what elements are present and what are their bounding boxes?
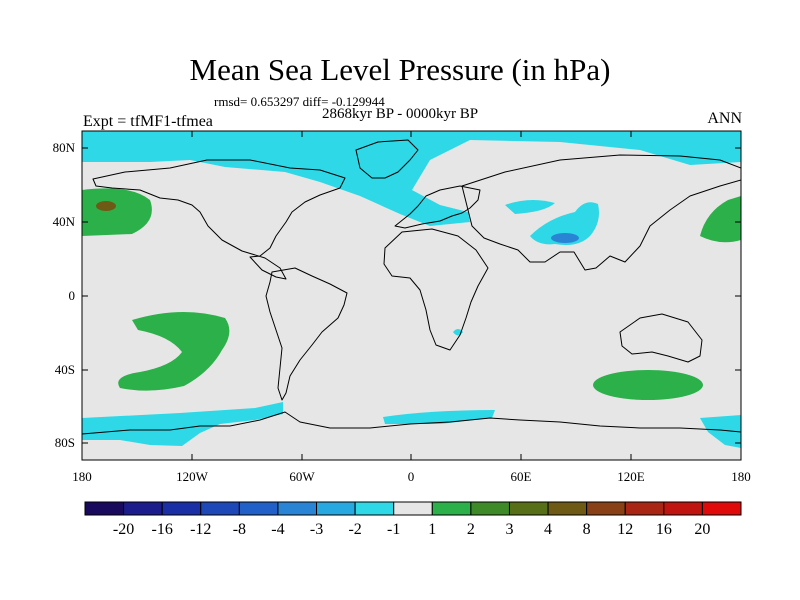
- colorbar-label: -8: [233, 521, 246, 538]
- greenland-outline: [355, 139, 419, 179]
- colorbar-label: 16: [656, 521, 672, 538]
- southern-pacific-low-region: [82, 402, 283, 446]
- colorbar-box: [701, 501, 742, 516]
- lon-tick-labels: 180 120W 60W 0 60E 120E 180: [72, 469, 751, 484]
- colorbar-label: 12: [617, 521, 633, 538]
- colorbar-box: [238, 501, 279, 516]
- arctic-low-region: [82, 131, 741, 226]
- lon-tick-marks: [81, 131, 742, 460]
- lat-label-80n: 80N: [53, 140, 76, 155]
- colorbar-label: 3: [505, 521, 513, 538]
- map-title: Mean Sea Level Pressure (in hPa): [189, 52, 611, 87]
- map-panel: [82, 131, 741, 460]
- colorbar-box: [200, 501, 240, 516]
- lat-label-40n: 40N: [53, 214, 76, 229]
- europe-outline: [394, 185, 481, 229]
- lon-label-180e: 180: [731, 469, 751, 484]
- lat-label-80s: 80S: [55, 435, 75, 450]
- tibet-low-region: [530, 202, 599, 245]
- colorbar-label: 2: [467, 521, 475, 538]
- period-label: 2868kyr BP - 0000kyr BP: [322, 106, 479, 122]
- tibet-low-core: [551, 233, 579, 243]
- lon-label-120e: 120E: [617, 469, 645, 484]
- colorbar-box: [354, 501, 395, 516]
- australia-outline: [619, 313, 703, 363]
- colorbar-label: -20: [113, 521, 134, 538]
- colorbar-label: 20: [694, 521, 710, 538]
- colorbar-label: -2: [348, 521, 361, 538]
- lat-tick-marks: [82, 147, 741, 444]
- colorbar-label: 8: [583, 521, 591, 538]
- south-pacific-high: [118, 311, 230, 391]
- lon-label-0: 0: [408, 469, 415, 484]
- lat-label-0: 0: [69, 288, 76, 303]
- colorbar-label: -3: [310, 521, 323, 538]
- lon-label-60w: 60W: [289, 469, 315, 484]
- negative-anomaly-regions: [82, 131, 741, 448]
- north-pacific-high-core: [96, 201, 116, 211]
- colorbar-label: -1: [387, 521, 400, 538]
- experiment-label: Expt = tfMF1-tfmea: [83, 113, 213, 130]
- lat-label-40s: 40S: [55, 362, 75, 377]
- north-pacific-high-west: [82, 188, 152, 236]
- colorbar-label: -16: [152, 521, 173, 538]
- positive-anomaly-regions: [82, 188, 741, 400]
- antarctica-coast: [82, 411, 741, 435]
- colorbar-box: [123, 501, 163, 516]
- colorbar-box: [586, 501, 626, 516]
- colorbar-box: [508, 501, 549, 516]
- colorbar-label: -4: [271, 521, 284, 538]
- lon-label-180w: 180: [72, 469, 92, 484]
- coastlines: [82, 139, 741, 435]
- colorbar: [84, 501, 742, 516]
- north-america-outline: [92, 159, 346, 280]
- lat-tick-labels: 80N 40N 0 40S 80S: [53, 140, 76, 450]
- central-asia-low-region: [505, 199, 555, 214]
- south-indian-high: [593, 370, 703, 400]
- colorbar-box: [431, 501, 472, 516]
- colorbar-box: [393, 501, 433, 516]
- colorbar-labels: -20 -16 -12 -8 -4 -3 -2 -1 1 2 3 4 8 12 16 20: [113, 521, 710, 538]
- season-label: ANN: [707, 110, 742, 127]
- colorbar-box: [663, 501, 703, 516]
- colorbar-box: [470, 501, 510, 516]
- colorbar-box: [277, 501, 318, 516]
- colorbar-label: 4: [544, 521, 552, 538]
- north-pacific-high-east: [700, 196, 741, 243]
- lon-label-60e: 60E: [511, 469, 532, 484]
- lon-label-120w: 120W: [176, 469, 209, 484]
- colorbar-label: 1: [428, 521, 436, 538]
- colorbar-box: [624, 501, 665, 516]
- southern-pacific-east-low-region: [700, 415, 741, 448]
- colorbar-label: -12: [190, 521, 211, 538]
- south-america-outline: [265, 267, 348, 401]
- colorbar-box: [316, 501, 356, 516]
- asia-outline: [461, 154, 741, 271]
- colorbar-box: [161, 501, 202, 516]
- colorbar-box: [84, 501, 125, 516]
- colorbar-box: [547, 501, 588, 516]
- africa-outline: [383, 228, 489, 351]
- stats-line: rmsd= 0.653297 diff= -0.129944: [214, 94, 385, 109]
